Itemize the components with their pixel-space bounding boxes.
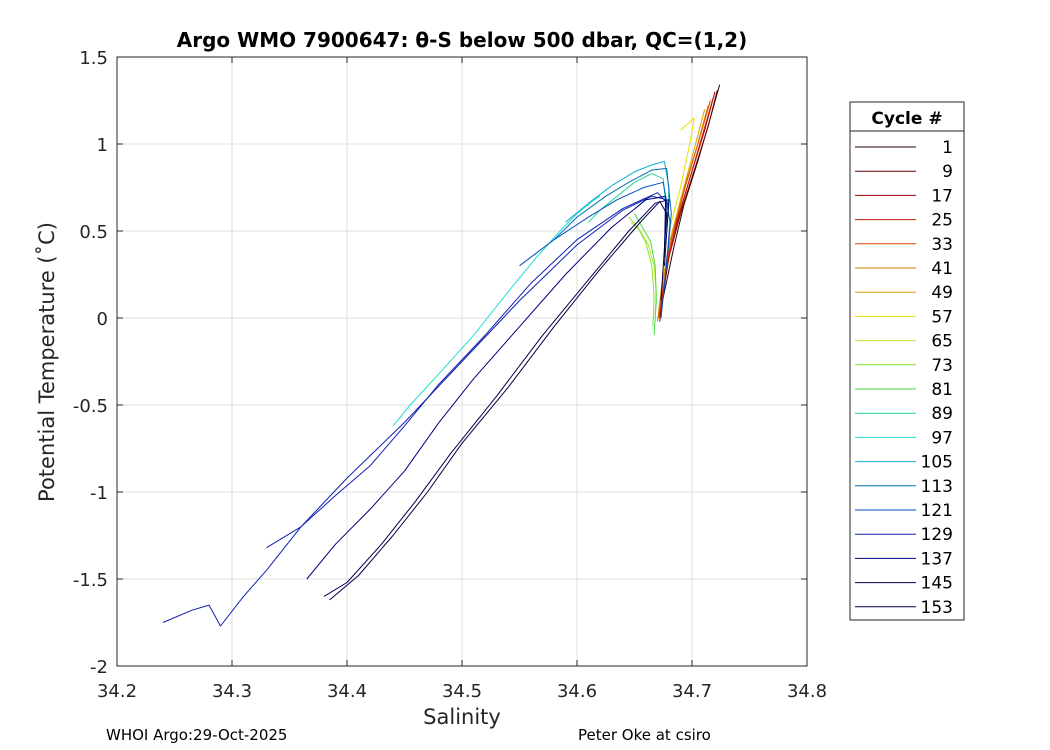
legend-label: 1 (942, 138, 953, 158)
profile-line (329, 200, 668, 601)
y-tick-label: 0 (97, 309, 108, 330)
legend-label: 145 (921, 574, 953, 594)
legend-label: 105 (921, 453, 953, 473)
legend-label: 49 (931, 283, 953, 303)
footer-author: Peter Oke at csiro (578, 726, 711, 744)
y-tick-label: -1 (90, 483, 108, 504)
legend-label: 73 (931, 356, 953, 376)
profile-line (306, 195, 667, 580)
legend-label: 121 (921, 501, 953, 521)
legend-label: 57 (931, 307, 953, 327)
profile-line (668, 117, 695, 232)
y-tick-label: 1.5 (79, 48, 108, 69)
profile-line (266, 192, 670, 549)
legend-box (849, 101, 965, 621)
footer-source: WHOI Argo:29-Oct-2025 (106, 726, 288, 744)
legend-title: Cycle # (871, 109, 942, 129)
y-tick-label: -1.5 (73, 570, 108, 591)
y-tick-label: 0.5 (79, 222, 108, 243)
legend-label: 153 (921, 598, 953, 618)
legend-label: 9 (942, 162, 953, 182)
legend-label: 129 (921, 525, 953, 545)
x-tick-label: 34.2 (97, 681, 137, 702)
y-tick-label: -2 (90, 657, 108, 678)
legend-label: 33 (931, 235, 953, 255)
profile-line (553, 167, 672, 266)
legend-label: 89 (931, 404, 953, 424)
x-tick-label: 34.6 (557, 681, 597, 702)
x-tick-label: 34.7 (672, 681, 712, 702)
profile-line (519, 181, 671, 319)
x-tick-label: 34.5 (442, 681, 482, 702)
legend-label: 17 (931, 186, 953, 206)
y-tick-label: -0.5 (73, 396, 108, 417)
profile-line (162, 195, 668, 627)
legend-entries: 1 9 17 25 33 41 49 57 65 73 81 89 97 105 113 121 129 137 1… (855, 138, 953, 618)
profile-line (392, 195, 601, 427)
chart-title: Argo WMO 7900647: θ-S below 500 dbar, QC… (177, 28, 747, 52)
profile-line (634, 213, 657, 336)
legend-label: 65 (931, 332, 953, 352)
legend: Cycle # 1 9 17 25 33 41 49 57 65 73 81 89 97 105 113 12… (849, 101, 965, 621)
x-tick-label: 34.3 (212, 681, 252, 702)
y-tick-label: 1 (97, 135, 108, 156)
profile-line (323, 199, 670, 597)
profile-line (628, 216, 655, 327)
series-layer (162, 84, 721, 627)
x-tick-label: 34.4 (327, 681, 367, 702)
legend-label: 41 (931, 259, 953, 279)
legend-label: 97 (931, 428, 953, 448)
legend-label: 81 (931, 380, 953, 400)
ticks: 34.2 34.3 34.4 34.5 34.6 34.7 34.8 -2 -1.5 -1 -0.5… (73, 48, 827, 702)
legend-label: 25 (931, 211, 953, 231)
legend-label: 137 (921, 549, 953, 569)
legend-label: 113 (921, 477, 953, 497)
y-axis-label: Potential Temperature (˚C) (35, 222, 59, 502)
x-axis-label: Salinity (423, 705, 501, 729)
x-tick-label: 34.8 (787, 681, 827, 702)
